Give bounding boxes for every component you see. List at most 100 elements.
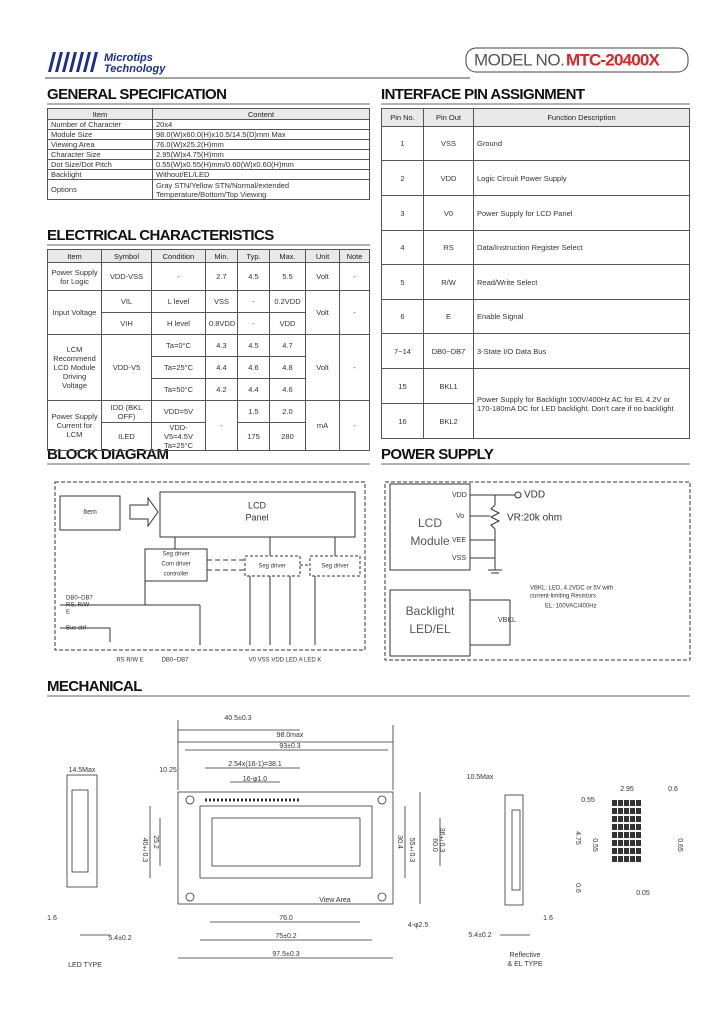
cell: Enable Signal <box>473 299 690 334</box>
diagram-label: 16-φ1.0 <box>243 776 267 783</box>
diagram-label: 0.65 <box>676 838 683 852</box>
cell: Volt <box>305 334 340 401</box>
cell: VDD=5V <box>151 400 206 423</box>
cell: 0.2VDD <box>269 290 306 313</box>
header-cell: Typ. <box>237 249 270 263</box>
cell: 5 <box>381 264 424 300</box>
cell: Ta=50°C <box>151 378 206 401</box>
cell: VDD-V5 <box>101 334 152 401</box>
cell: IDD (BKL OFF) <box>101 400 152 423</box>
diagram-label: 75±0.2 <box>275 933 296 940</box>
dot <box>618 856 623 862</box>
header-cell: Unit <box>305 249 340 263</box>
diagram-label: 5.4±0.2 <box>108 935 131 942</box>
dot <box>612 808 617 814</box>
row: 2 VDD Logic Circuit Power Supply <box>381 160 690 196</box>
cell: 4.6 <box>269 378 306 401</box>
cell: VSS <box>205 290 238 313</box>
diagram-label: RS R/W E <box>116 658 143 664</box>
cell: V0 <box>423 195 474 231</box>
cell: 7~14 <box>381 333 424 369</box>
diagram-label: Reflective <box>510 952 541 959</box>
diagram-label: 10.5Max <box>467 774 494 781</box>
diagram-label: 30.4 <box>396 835 403 849</box>
cell: Gray STN/Yellow STN/Normal/extended Temp… <box>152 179 370 200</box>
row: Options Gray STN/Yellow STN/Normal/extend… <box>47 179 370 200</box>
model-label: MODEL NO. <box>474 50 564 69</box>
diagram-label: 93±0.3 <box>279 743 300 750</box>
cell: Read/Write Select <box>473 264 690 300</box>
cell: 0.55(W)x0.55(H)mm/0.60(W)x0.60(H)mm <box>152 159 370 170</box>
diagram-label: 36±0.3 <box>438 828 445 853</box>
cell: Number of Character <box>47 119 153 130</box>
diagram-label: 1.6 <box>47 915 57 922</box>
diagram-label: Vo <box>456 513 464 520</box>
cell: 2 <box>381 160 424 196</box>
diagram-label: LCD <box>248 500 267 510</box>
diagram-label: LED/EL <box>409 622 451 636</box>
cell: Power Supply for Logic <box>47 262 102 291</box>
cell: Ta=25°C <box>151 356 206 379</box>
cell: 15 <box>381 368 424 404</box>
dot <box>630 840 635 846</box>
dot <box>630 800 635 806</box>
header-cell: Content <box>152 108 370 120</box>
logo-text: Technology <box>104 63 166 75</box>
dot <box>624 832 629 838</box>
diagram-label: 0.05 <box>636 890 650 897</box>
diagram-label: 0.6 <box>574 883 581 893</box>
diagram-label: 2.95 <box>620 786 634 793</box>
cell: 3-State I/O Data Bus <box>473 333 690 369</box>
row: Character Size 2.95(W)x4.75(H)mm <box>47 149 370 160</box>
section-title: ELECTRICAL CHARACTERISTICS <box>47 227 274 244</box>
cell: 4.4 <box>237 378 270 401</box>
header-row: Pin No. Pin Out Function Description <box>381 108 690 127</box>
row: 6 E Enable Signal <box>381 299 690 334</box>
diagram-label: View Area <box>319 897 350 904</box>
dot <box>618 848 623 854</box>
cell: - <box>237 312 270 335</box>
cell: - <box>205 400 238 451</box>
diagram-label: 40.5±0.3 <box>224 715 251 722</box>
cell: - <box>237 290 270 313</box>
dot-matrix <box>612 800 641 862</box>
diagram-label: EL: 100VAC/400Hz <box>545 604 597 610</box>
row: Backlight Without/EL/LED <box>47 169 370 180</box>
diagram-label: V0 VSS VDD LED A LED K <box>249 658 322 664</box>
cell: 4.8 <box>269 356 306 379</box>
diagram-label: 0.55 <box>591 838 598 852</box>
diagram-label: 0.55 <box>581 797 595 804</box>
power-diagram <box>384 481 691 661</box>
section-title: POWER SUPPLY <box>381 446 494 463</box>
cell: 76.0(W)x25.2(H)mm <box>152 139 370 150</box>
dot <box>630 808 635 814</box>
header-cell: Pin No. <box>381 108 424 127</box>
row: Viewing Area 76.0(W)x25.2(H)mm <box>47 139 370 150</box>
dot <box>624 840 629 846</box>
diagram-label: 60.0 <box>431 838 438 852</box>
dot <box>618 808 623 814</box>
header-cell: Item <box>47 249 102 263</box>
dot <box>618 824 623 830</box>
diagram-label: controller <box>164 572 189 578</box>
dot <box>630 832 635 838</box>
cell: 2.7 <box>205 262 238 291</box>
diagram-label: 2.54x(16-1)=38.1 <box>228 761 282 768</box>
header-cell: Min. <box>205 249 238 263</box>
dot <box>636 808 641 814</box>
row: Input Voltage VIL L level VSS -0.2VDD Volt - <box>47 290 370 335</box>
cell: 3 <box>381 195 424 231</box>
diagram-label: E <box>66 610 70 616</box>
cell: 1.5 <box>237 400 270 423</box>
dot <box>630 824 635 830</box>
dot <box>624 856 629 862</box>
cell: Backlight <box>47 169 153 180</box>
mechanical-drawing <box>66 720 530 959</box>
row: Number of Character 20x4 <box>47 119 370 130</box>
cell: 4 <box>381 230 424 265</box>
electrical-table: Item Symbol Condition Min. Typ. Max. Unit Note P… <box>47 249 370 451</box>
cell: Power Supply for Backlight 100V/400Hz AC… <box>473 368 690 439</box>
cell: Options <box>47 179 153 200</box>
model-box <box>465 47 689 73</box>
